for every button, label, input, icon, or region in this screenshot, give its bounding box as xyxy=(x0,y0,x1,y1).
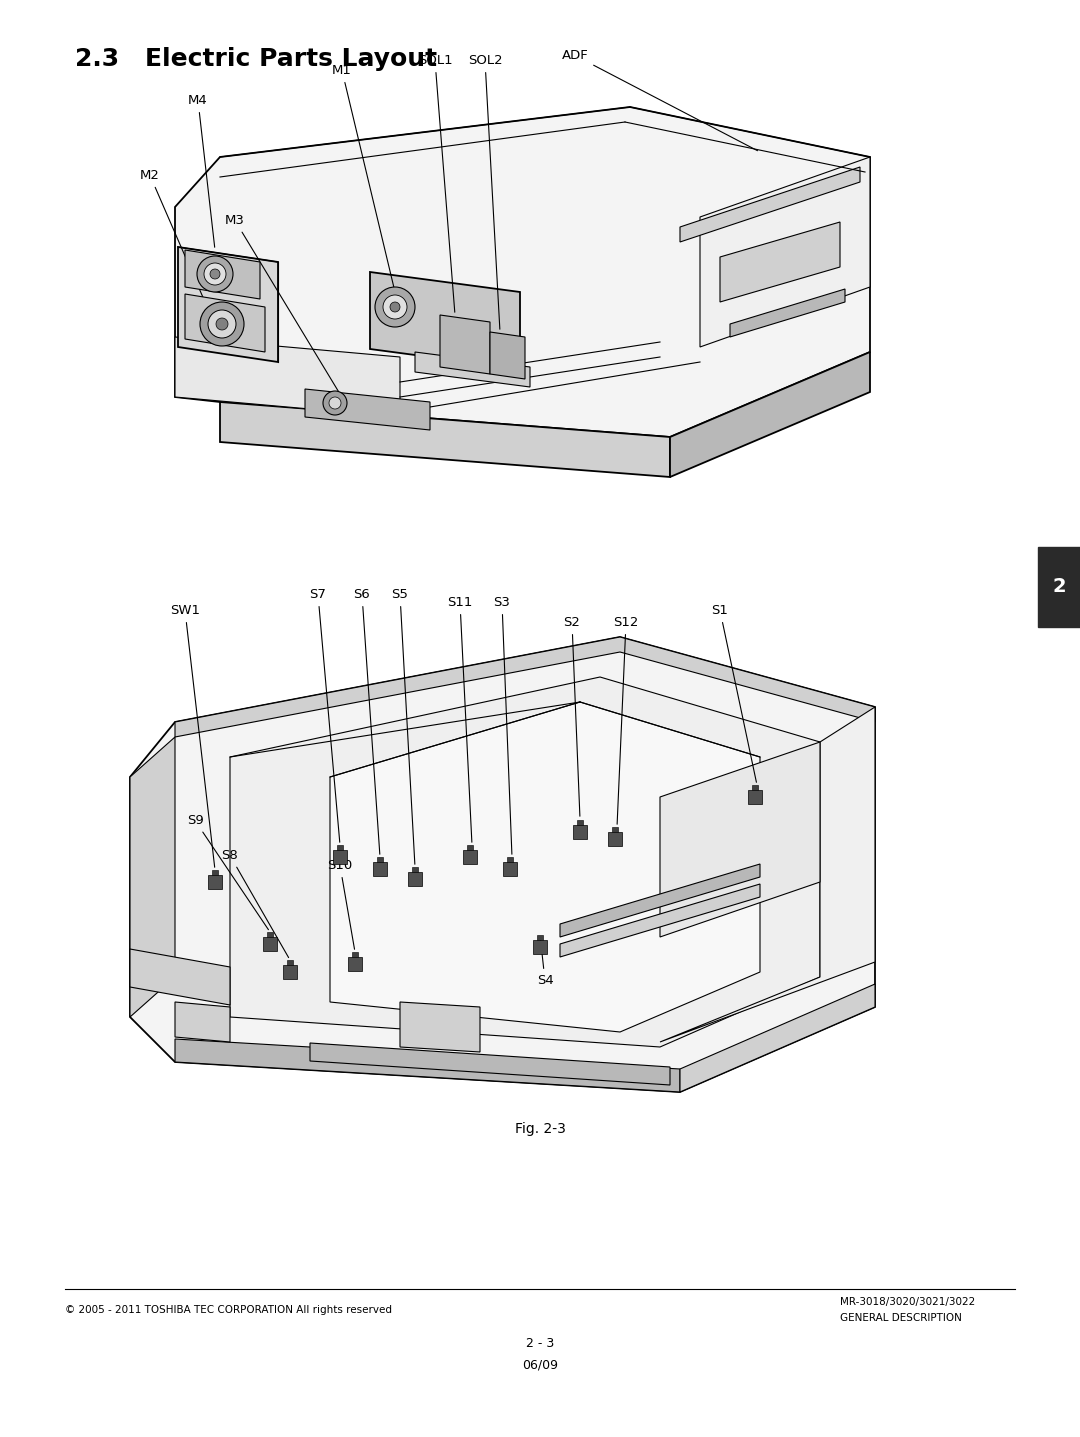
Polygon shape xyxy=(660,741,820,937)
Circle shape xyxy=(383,295,407,319)
Polygon shape xyxy=(411,867,418,872)
Text: ADF: ADF xyxy=(562,49,757,151)
Text: M2: M2 xyxy=(140,170,204,299)
Text: S2: S2 xyxy=(564,616,580,816)
Polygon shape xyxy=(185,250,260,299)
Polygon shape xyxy=(670,352,870,477)
Polygon shape xyxy=(507,856,513,862)
Text: S4: S4 xyxy=(537,938,553,987)
Polygon shape xyxy=(185,295,265,352)
Polygon shape xyxy=(408,872,422,887)
Text: S10: S10 xyxy=(327,859,354,950)
Text: S7: S7 xyxy=(310,588,340,842)
Polygon shape xyxy=(490,332,525,379)
Text: Electric Parts Layout: Electric Parts Layout xyxy=(145,47,437,70)
Text: 06/09: 06/09 xyxy=(522,1359,558,1372)
Polygon shape xyxy=(330,703,760,1032)
Polygon shape xyxy=(348,957,362,971)
Polygon shape xyxy=(373,862,387,877)
Polygon shape xyxy=(175,106,870,437)
Text: SW1: SW1 xyxy=(170,604,215,868)
Text: S5: S5 xyxy=(392,588,415,864)
Text: GENERAL DESCRIPTION: GENERAL DESCRIPTION xyxy=(840,1313,962,1323)
Polygon shape xyxy=(175,1002,230,1042)
Polygon shape xyxy=(534,940,546,954)
Polygon shape xyxy=(700,157,870,346)
Polygon shape xyxy=(561,884,760,957)
Polygon shape xyxy=(264,937,276,951)
Polygon shape xyxy=(178,247,278,362)
Polygon shape xyxy=(283,966,297,979)
Text: © 2005 - 2011 TOSHIBA TEC CORPORATION All rights reserved: © 2005 - 2011 TOSHIBA TEC CORPORATION Al… xyxy=(65,1305,392,1315)
Circle shape xyxy=(208,310,237,338)
Text: MR-3018/3020/3021/3022: MR-3018/3020/3021/3022 xyxy=(840,1298,975,1308)
Text: 2 - 3: 2 - 3 xyxy=(526,1336,554,1349)
Polygon shape xyxy=(337,845,343,851)
Polygon shape xyxy=(352,951,357,957)
Polygon shape xyxy=(561,864,760,937)
Text: 2.3: 2.3 xyxy=(75,47,119,70)
Polygon shape xyxy=(175,338,400,417)
Polygon shape xyxy=(752,785,758,790)
Polygon shape xyxy=(748,790,762,803)
Circle shape xyxy=(375,287,415,328)
Polygon shape xyxy=(130,948,230,1004)
Polygon shape xyxy=(730,289,845,338)
Polygon shape xyxy=(720,221,840,302)
Polygon shape xyxy=(230,677,820,1048)
Text: M4: M4 xyxy=(188,93,215,247)
Polygon shape xyxy=(175,637,875,737)
Polygon shape xyxy=(680,167,860,241)
Polygon shape xyxy=(503,862,517,877)
Text: SOL1: SOL1 xyxy=(418,55,455,312)
Circle shape xyxy=(204,263,226,285)
Polygon shape xyxy=(208,875,222,890)
Circle shape xyxy=(210,269,220,279)
Polygon shape xyxy=(305,389,430,430)
Polygon shape xyxy=(212,869,218,875)
Polygon shape xyxy=(130,637,875,1092)
Text: S1: S1 xyxy=(712,604,756,782)
Polygon shape xyxy=(370,272,519,369)
Polygon shape xyxy=(577,821,583,825)
Text: S12: S12 xyxy=(613,616,638,825)
Polygon shape xyxy=(537,935,543,940)
Circle shape xyxy=(216,318,228,331)
Polygon shape xyxy=(612,828,618,832)
Text: S8: S8 xyxy=(221,849,288,957)
Polygon shape xyxy=(267,933,273,937)
Polygon shape xyxy=(310,1043,670,1085)
Circle shape xyxy=(390,302,400,312)
Text: S11: S11 xyxy=(447,596,473,842)
Bar xyxy=(1038,547,1080,627)
Polygon shape xyxy=(440,315,490,374)
Polygon shape xyxy=(573,825,588,839)
Circle shape xyxy=(329,397,341,410)
Text: M1: M1 xyxy=(332,65,394,289)
Polygon shape xyxy=(400,1002,480,1052)
Polygon shape xyxy=(463,851,477,864)
Text: S3: S3 xyxy=(494,596,512,854)
Text: S9: S9 xyxy=(187,813,269,930)
Polygon shape xyxy=(660,707,875,1042)
Polygon shape xyxy=(415,352,530,387)
Text: 2: 2 xyxy=(1052,576,1066,595)
Polygon shape xyxy=(680,984,875,1092)
Polygon shape xyxy=(467,845,473,851)
Polygon shape xyxy=(608,832,622,846)
Circle shape xyxy=(200,302,244,346)
Text: Fig. 2-3: Fig. 2-3 xyxy=(514,1122,566,1137)
Polygon shape xyxy=(377,856,383,862)
Polygon shape xyxy=(333,851,347,864)
Polygon shape xyxy=(130,737,175,1017)
Text: M3: M3 xyxy=(225,214,338,392)
Polygon shape xyxy=(175,1039,680,1092)
Text: SOL2: SOL2 xyxy=(468,55,502,329)
Text: S6: S6 xyxy=(353,588,380,854)
Circle shape xyxy=(323,391,347,415)
Polygon shape xyxy=(220,402,670,477)
Polygon shape xyxy=(287,960,293,966)
Circle shape xyxy=(197,256,233,292)
